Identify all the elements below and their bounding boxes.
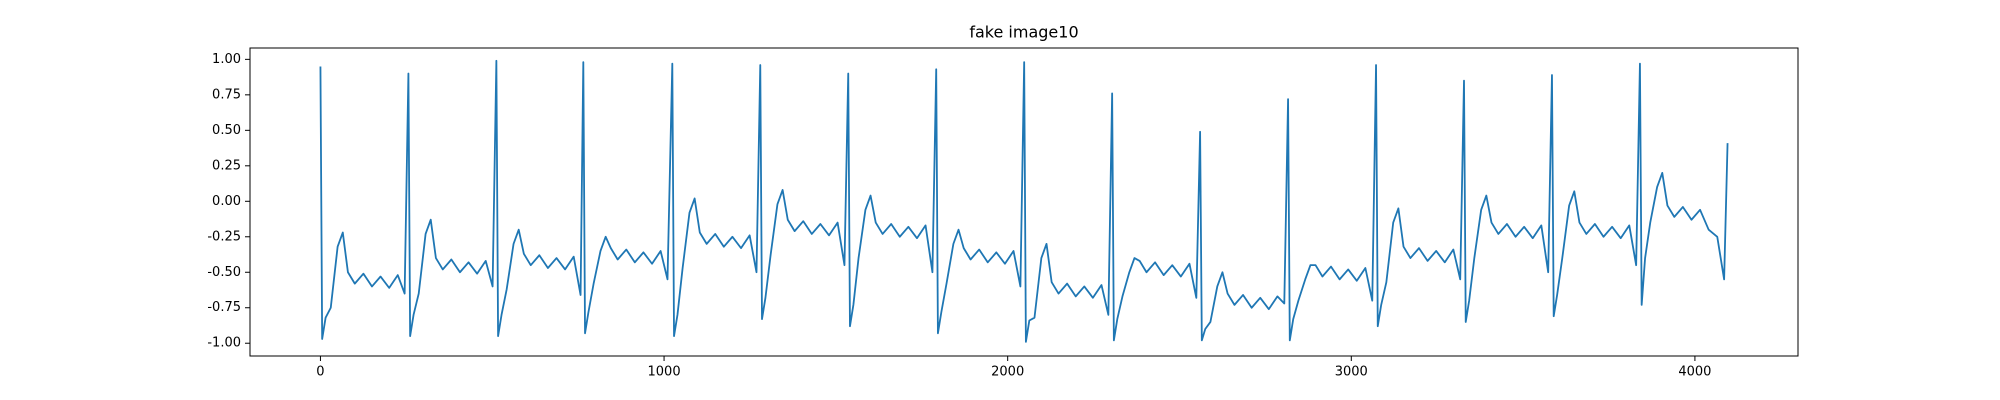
y-tick-label: 0.25 bbox=[212, 158, 241, 173]
x-tick-label: 0 bbox=[316, 365, 324, 380]
y-tick-label: 0.50 bbox=[212, 123, 241, 138]
y-tick-label: -1.00 bbox=[207, 336, 241, 351]
y-tick-label: -0.25 bbox=[207, 229, 241, 244]
y-tick-label: 1.00 bbox=[212, 52, 241, 67]
x-tick-label: 4000 bbox=[1678, 365, 1711, 380]
x-tick-label: 2000 bbox=[991, 365, 1024, 380]
y-tick-label: 0.75 bbox=[212, 87, 241, 102]
chart-title: fake image10 bbox=[969, 23, 1078, 42]
y-tick-label: 0.00 bbox=[212, 194, 241, 209]
x-tick-label: 3000 bbox=[1335, 365, 1368, 380]
x-tick-label: 1000 bbox=[648, 365, 681, 380]
plot-frame bbox=[249, 47, 1799, 357]
y-tick-label: -0.50 bbox=[207, 265, 241, 280]
y-tick-label: -0.75 bbox=[207, 300, 241, 315]
data-line bbox=[319, 59, 1729, 343]
